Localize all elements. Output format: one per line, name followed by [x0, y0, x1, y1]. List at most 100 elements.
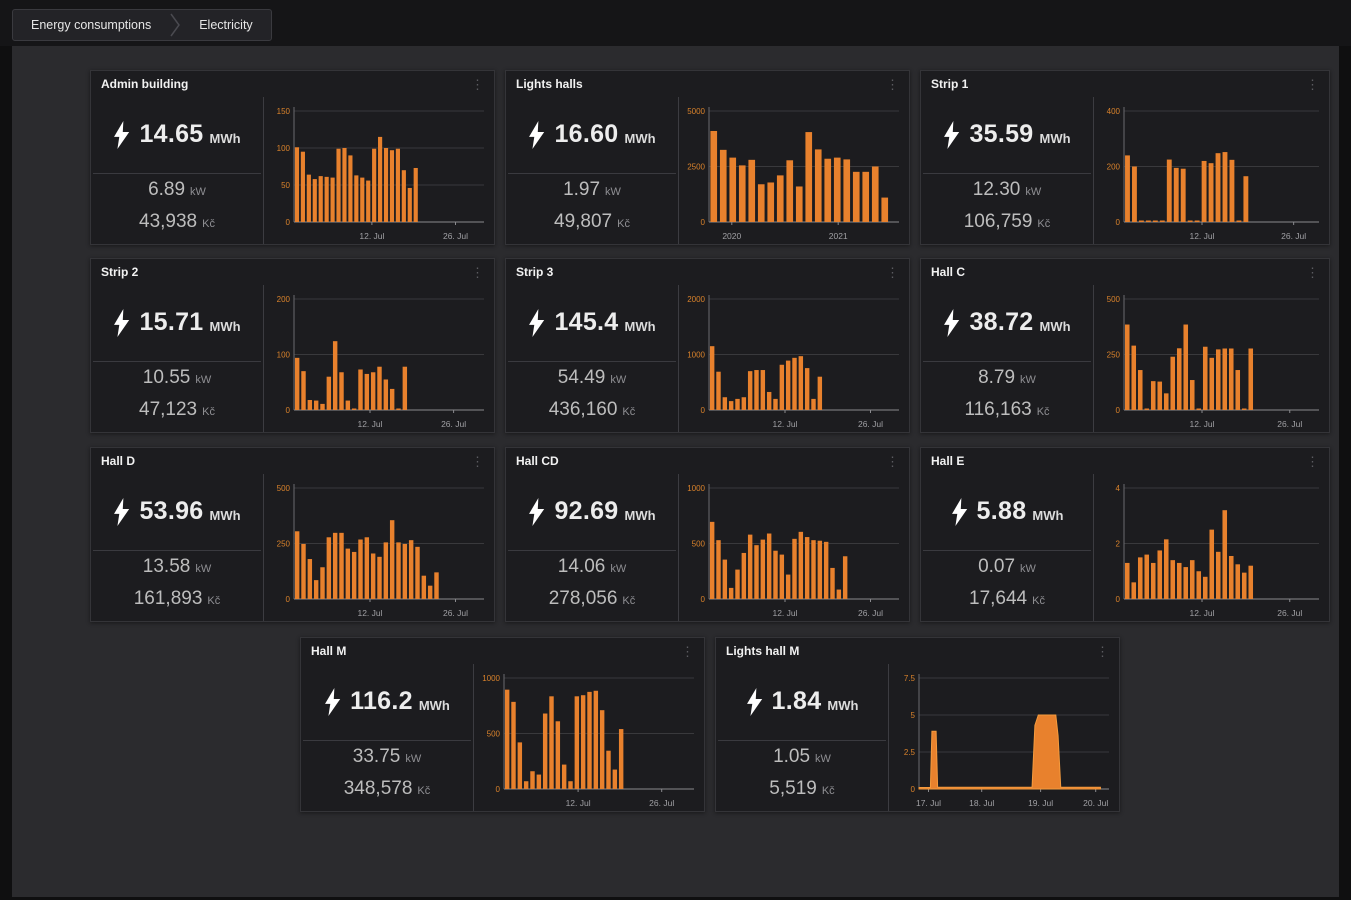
- panel-title[interactable]: Hall M: [311, 644, 347, 658]
- panel-title[interactable]: Strip 2: [101, 265, 139, 279]
- svg-text:18. Jul: 18. Jul: [969, 798, 994, 808]
- chevron-right-icon: [169, 10, 181, 40]
- cost-value: 436,160: [548, 398, 618, 420]
- power-unit: kW: [1020, 373, 1036, 386]
- breadcrumb-energy-consumptions[interactable]: Energy consumptions: [13, 10, 169, 40]
- cost-stat: 278,056 Kč: [549, 584, 636, 616]
- panel-menu-icon[interactable]: ⋮: [471, 76, 484, 92]
- stat-divider: [923, 172, 1091, 174]
- panel-menu-icon[interactable]: ⋮: [1306, 453, 1319, 469]
- panel-menu-icon[interactable]: ⋮: [886, 453, 899, 469]
- power-unit: kW: [190, 185, 206, 198]
- lightning-bolt-icon: [324, 687, 341, 716]
- panel-chart[interactable]: 0 2.5 5 7.5 17. Jul 18. Jul 19. Jul 20. Jul: [888, 664, 1119, 811]
- cost-value: 106,759: [963, 210, 1033, 232]
- panel-stats: 35.59 MWh 12.30 kW 106,759 Kč: [921, 97, 1093, 244]
- cost-stat: 436,160 Kč: [549, 395, 636, 427]
- stat-divider: [718, 739, 886, 741]
- lightning-bolt-icon: [943, 308, 960, 337]
- panel-header: Hall E ⋮: [921, 448, 1329, 474]
- panel-title[interactable]: Lights hall M: [726, 644, 800, 658]
- panel-menu-icon[interactable]: ⋮: [886, 264, 899, 280]
- svg-text:12. Jul: 12. Jul: [1189, 419, 1214, 429]
- breadcrumb-electricity[interactable]: Electricity: [181, 10, 270, 40]
- panel-chart[interactable]: 0 100 200 12. Jul 26. Jul: [263, 285, 494, 432]
- svg-text:12. Jul: 12. Jul: [357, 419, 382, 429]
- energy-unit: MWh: [1039, 131, 1071, 147]
- panel-chart[interactable]: 0 2 4 12. Jul 26. Jul: [1093, 474, 1329, 621]
- power-stat: 13.58 kW: [143, 552, 211, 584]
- panel-menu-icon[interactable]: ⋮: [681, 643, 694, 659]
- svg-text:12. Jul: 12. Jul: [359, 231, 384, 241]
- cost-value: 278,056: [548, 587, 618, 609]
- panel-stats: 92.69 MWh 14.06 kW 278,056 Kč: [506, 474, 678, 621]
- sub-stats: 1.05 kW 5,519 Kč: [716, 741, 888, 811]
- cost-value: 47,123: [139, 398, 198, 420]
- cost-stat: 17,644 Kč: [969, 584, 1045, 616]
- panel-strip-2: Strip 2 ⋮ 15.71 MWh 10.55 kW: [90, 258, 495, 433]
- panel-body: 14.65 MWh 6.89 kW 43,938 Kč 0 50 100 150 12.…: [91, 97, 494, 244]
- svg-text:0: 0: [701, 218, 706, 227]
- svg-text:26. Jul: 26. Jul: [649, 798, 674, 808]
- svg-text:7.5: 7.5: [904, 674, 916, 683]
- panel-title[interactable]: Hall E: [931, 454, 965, 468]
- svg-text:250: 250: [1107, 351, 1121, 360]
- panel-title[interactable]: Hall D: [101, 454, 136, 468]
- cost-value: 43,938: [139, 210, 198, 232]
- panel-menu-icon[interactable]: ⋮: [1306, 76, 1319, 92]
- cost-unit: Kč: [202, 217, 215, 230]
- svg-text:26. Jul: 26. Jul: [443, 608, 468, 618]
- energy-stat: 5.88 MWh: [921, 474, 1093, 550]
- svg-text:2020: 2020: [722, 231, 741, 241]
- panel-chart[interactable]: 0 1000 2000 12. Jul 26. Jul: [678, 285, 909, 432]
- energy-value: 116.2: [350, 687, 413, 716]
- power-stat: 10.55 kW: [143, 363, 211, 395]
- panel-title[interactable]: Strip 3: [516, 265, 554, 279]
- panel-chart[interactable]: 0 500 1000 12. Jul 26. Jul: [473, 664, 704, 811]
- energy-stat: 53.96 MWh: [91, 474, 263, 550]
- panel-chart[interactable]: 0 2500 5000 2020 2021: [678, 97, 909, 244]
- stat-divider: [508, 360, 676, 362]
- panel-title[interactable]: Lights halls: [516, 77, 583, 91]
- panel-body: 116.2 MWh 33.75 kW 348,578 Kč 0 500 1000 12…: [301, 664, 704, 811]
- sub-stats: 1.97 kW 49,807 Kč: [506, 174, 678, 244]
- lightning-bolt-icon: [528, 120, 545, 149]
- panel-title[interactable]: Strip 1: [931, 77, 969, 91]
- power-stat: 12.30 kW: [973, 175, 1041, 207]
- panel-header: Strip 1 ⋮: [921, 71, 1329, 97]
- svg-text:26. Jul: 26. Jul: [441, 419, 466, 429]
- svg-text:1000: 1000: [687, 484, 705, 493]
- energy-value: 1.84: [771, 687, 822, 716]
- svg-text:1000: 1000: [482, 674, 500, 683]
- panel-chart[interactable]: 0 250 500 12. Jul 26. Jul: [263, 474, 494, 621]
- energy-unit: MWh: [1032, 508, 1064, 524]
- panel-chart[interactable]: 0 500 1000 12. Jul 26. Jul: [678, 474, 909, 621]
- panel-header: Lights hall M ⋮: [716, 638, 1119, 664]
- panel-chart[interactable]: 0 50 100 150 12. Jul 26. Jul: [263, 97, 494, 244]
- cost-unit: Kč: [207, 594, 221, 607]
- panel-chart[interactable]: 0 250 500 12. Jul 26. Jul: [1093, 285, 1329, 432]
- svg-text:50: 50: [281, 181, 290, 190]
- panel-menu-icon[interactable]: ⋮: [1096, 643, 1109, 659]
- energy-unit: MWh: [1039, 319, 1071, 335]
- panel-menu-icon[interactable]: ⋮: [886, 76, 899, 92]
- svg-text:5000: 5000: [687, 107, 705, 116]
- panel-title[interactable]: Admin building: [101, 77, 189, 91]
- panel-menu-icon[interactable]: ⋮: [471, 264, 484, 280]
- svg-text:26. Jul: 26. Jul: [1277, 419, 1302, 429]
- panel-title[interactable]: Hall CD: [516, 454, 559, 468]
- stat-divider: [508, 172, 676, 174]
- panel-stats: 15.71 MWh 10.55 kW 47,123 Kč: [91, 285, 263, 432]
- panel-menu-icon[interactable]: ⋮: [1306, 264, 1319, 280]
- panel-menu-icon[interactable]: ⋮: [471, 453, 484, 469]
- panel-title[interactable]: Hall C: [931, 265, 966, 279]
- panel-body: 92.69 MWh 14.06 kW 278,056 Kč 0 500 1000 12…: [506, 474, 909, 621]
- svg-text:20. Jul: 20. Jul: [1083, 798, 1108, 808]
- sub-stats: 6.89 kW 43,938 Kč: [91, 174, 263, 244]
- power-unit: kW: [195, 562, 212, 575]
- panel-chart[interactable]: 0 200 400 12. Jul 26. Jul: [1093, 97, 1329, 244]
- power-stat: 0.07 kW: [978, 552, 1036, 584]
- power-unit: kW: [1020, 562, 1036, 575]
- energy-value: 5.88: [976, 497, 1027, 526]
- energy-stat: 14.65 MWh: [91, 97, 263, 173]
